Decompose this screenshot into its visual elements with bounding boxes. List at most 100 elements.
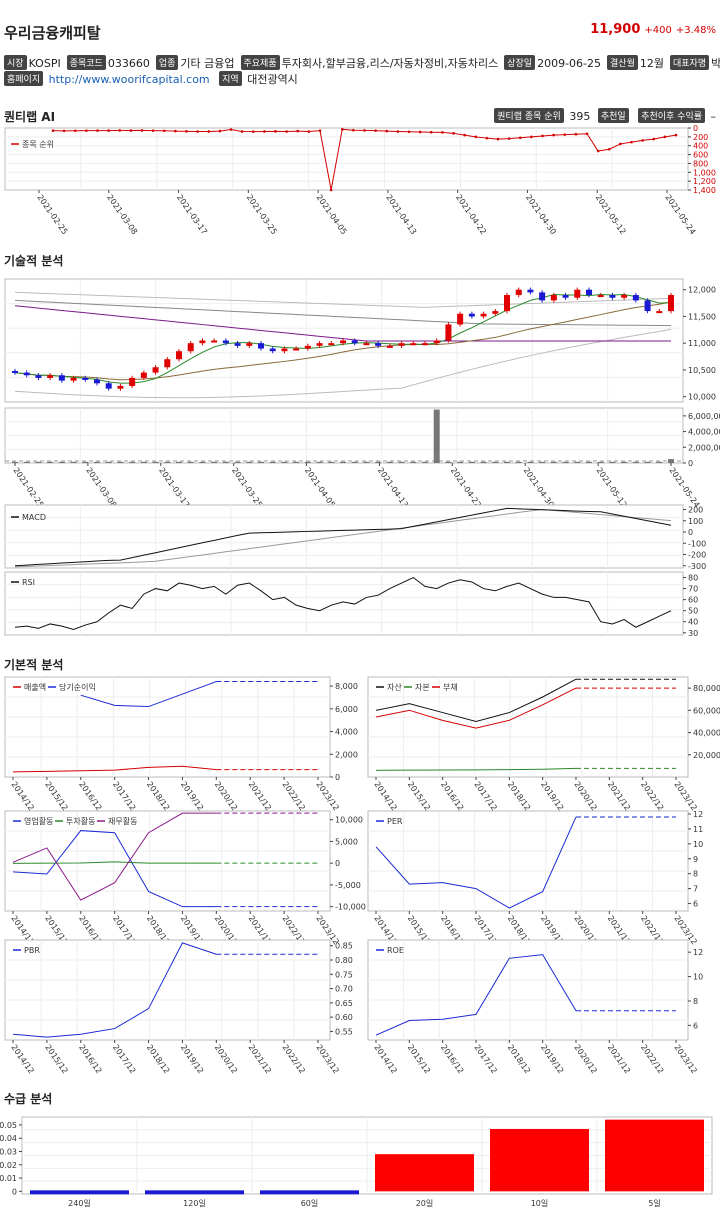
rank-point (352, 128, 355, 132)
pbr-x-label: 2022/12 (280, 1043, 306, 1075)
price-change-pct: +3.48% (675, 25, 716, 36)
volume-bar (140, 461, 147, 463)
candle-body (94, 379, 100, 384)
candle-body (468, 313, 475, 317)
cashflow-legend: 영업활동 (24, 816, 53, 826)
candle-body (281, 348, 288, 352)
rank-point (107, 129, 110, 132)
cashflow-y-label: -5,000 (335, 881, 361, 890)
volume-x-label: 2021-04-05 (303, 466, 337, 509)
info-tag: 시장 (4, 55, 27, 70)
homepage-link[interactable]: http://www.woorifcapital.com (48, 73, 210, 86)
volume-bar (117, 461, 124, 463)
region-value: 대전광역시 (247, 73, 298, 86)
assets-series-line (375, 678, 577, 722)
candle-body (375, 343, 382, 346)
rsi-legend: RSI (22, 578, 35, 587)
fundamental-section-title: 기본적 분석 (4, 658, 64, 672)
candle-body (140, 372, 147, 378)
candle-body (539, 292, 546, 301)
candle-body (211, 340, 218, 343)
price-y-label: 10,000 (688, 393, 716, 402)
rank-point (641, 139, 644, 142)
sales-legend: 당기순이익 (59, 682, 96, 692)
candle-body (246, 343, 253, 346)
rank-point (619, 142, 622, 146)
info-value: KOSPI (28, 57, 61, 70)
assets-x-label: 2022/12 (639, 780, 665, 812)
candle-body (47, 375, 54, 378)
candle-body (304, 345, 311, 349)
volume-bar (269, 461, 276, 463)
ma120-line (14, 299, 672, 327)
macd-chart-frame (4, 504, 684, 569)
rank-point (552, 133, 555, 137)
pbr-x-label: 2015/12 (43, 1043, 69, 1075)
candle-body (492, 311, 499, 314)
pbr-chart-frame (4, 939, 331, 1041)
pbr-x-label: 2021/12 (247, 1043, 273, 1075)
volume-bar (562, 461, 569, 463)
volume-bar (35, 461, 42, 463)
price-change: +400 (644, 25, 672, 36)
price-display: 11,900 +400 +3.48% (590, 22, 716, 37)
assets-y-label: 20,000 (693, 751, 720, 760)
sales-x-label: 2020/12 (213, 780, 239, 812)
volume-x-label: 2021-05-24 (667, 466, 701, 509)
rank-point (96, 129, 99, 132)
candle-body (562, 295, 569, 298)
supply-y-label: 0.01 (0, 1174, 17, 1183)
volume-y-label: 2,000,000 (688, 443, 720, 452)
roe-x-label: 2017/12 (472, 1043, 498, 1075)
cashflow-y-label: 10,000 (335, 816, 363, 825)
price-y-label: 12,000 (688, 286, 716, 295)
rank-chart-frame (4, 127, 689, 191)
rank-point (185, 130, 188, 133)
volume-bar (433, 409, 440, 463)
macd-y-label: -100 (688, 539, 706, 548)
volume-x-label: 2021-04-30 (522, 466, 556, 509)
supply-bar (375, 1154, 474, 1192)
supply-section-title: 수급 분석 (4, 1092, 53, 1106)
rank-point (162, 129, 166, 133)
region-tag: 지역 (219, 71, 242, 86)
info-value: 2009-06-25 (537, 57, 602, 70)
candle-body (70, 377, 77, 381)
candle-body (398, 343, 405, 346)
info-value: 12월 (639, 57, 664, 70)
rank-x-label: 2021-04-22 (454, 193, 488, 236)
candle-body (187, 343, 194, 352)
candle-body (363, 343, 370, 346)
info-tag: 상장일 (504, 55, 536, 70)
candle-body (12, 370, 18, 373)
sales-chart-frame (4, 676, 331, 778)
per-y-label: 6 (693, 900, 698, 909)
rank-x-label: 2021-05-24 (663, 193, 697, 236)
cashflow-series-line (12, 812, 217, 901)
cashflow-legend: 투자활동 (66, 816, 95, 826)
volume-bar (386, 461, 393, 463)
candle-body (550, 295, 557, 301)
pbr-y-label: 0.85 (335, 942, 353, 951)
rank-point (274, 130, 277, 133)
pbr-y-label: 0.80 (335, 956, 353, 965)
quant-section-title: 퀀티랩 AI (4, 110, 56, 124)
supply-x-label: 10일 (531, 1199, 549, 1208)
volume-bar (199, 461, 206, 463)
volume-bar (246, 461, 253, 463)
candle-body (340, 340, 346, 344)
rank-point (174, 129, 177, 133)
candle-body (656, 311, 663, 314)
candle-body (129, 377, 136, 386)
assets-legend: 부채 (443, 682, 458, 692)
sales-y-label: 4,000 (335, 728, 358, 737)
candle-body (164, 359, 171, 368)
supply-y-label: 0 (12, 1187, 17, 1196)
volume-y-label: 4,000,000 (688, 428, 720, 437)
rank-point (85, 129, 88, 132)
candle-body (386, 345, 393, 348)
rank-point (296, 129, 300, 133)
info-value: 투자회사,할부금융,리스/자동차정비,자동차리스 (281, 57, 499, 70)
info-tag: 종목코드 (66, 55, 106, 70)
sales-y-label: 8,000 (335, 682, 358, 691)
